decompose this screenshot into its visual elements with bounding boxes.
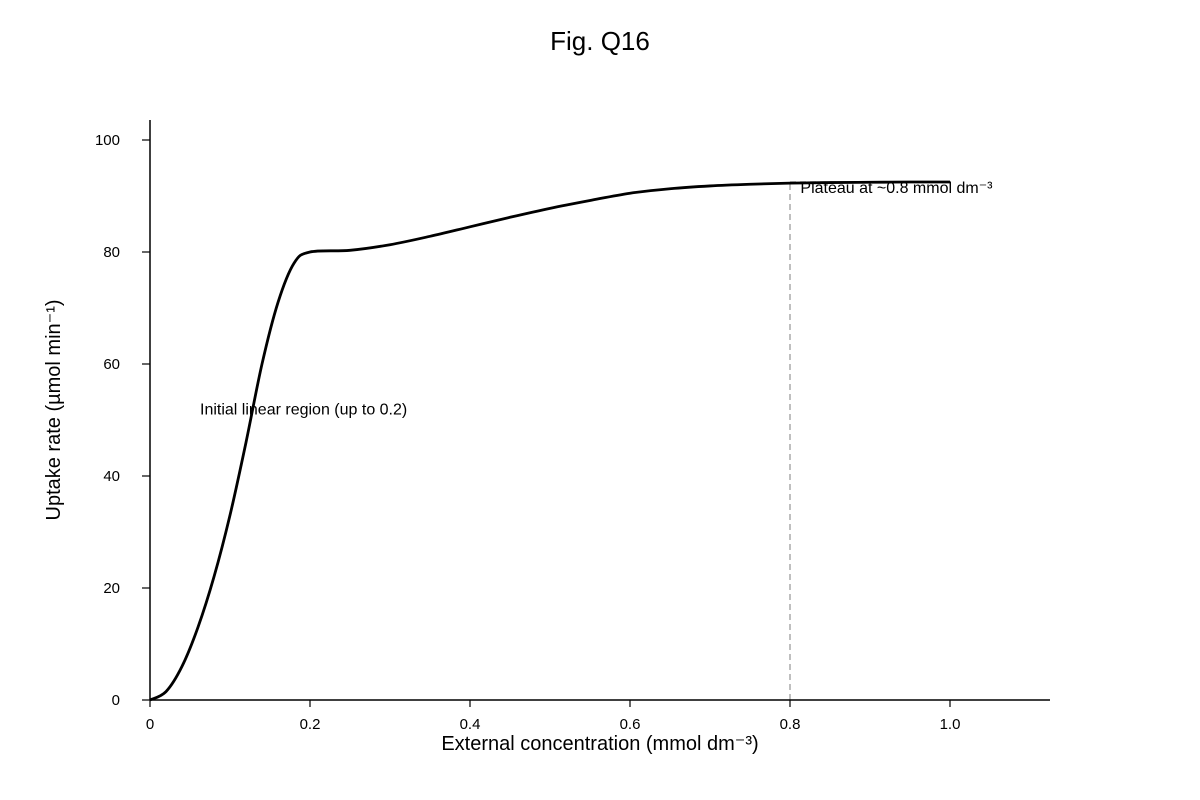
y-tick-label: 40 bbox=[103, 468, 120, 485]
annotation-text: Plateau at ~0.8 mmol dm⁻³ bbox=[800, 180, 993, 197]
y-ticks: 0 20 40 60 80 100 bbox=[95, 132, 150, 709]
series-line bbox=[149, 180, 951, 702]
x-tick-label: 1.0 bbox=[940, 716, 961, 733]
x-ticks: 0 0.2 0.4 0.6 0.8 1.0 bbox=[146, 700, 961, 733]
y-tick-label: 20 bbox=[103, 580, 120, 597]
series-layer bbox=[149, 180, 951, 702]
y-tick-label: 60 bbox=[103, 356, 120, 373]
axes bbox=[149, 120, 1050, 701]
y-tick-label: 0 bbox=[112, 692, 120, 709]
x-tick-label: 0.6 bbox=[620, 716, 641, 733]
chart-title: Fig. Q16 bbox=[550, 26, 650, 56]
y-axis-label: Uptake rate (µmol min⁻¹) bbox=[43, 299, 65, 520]
x-tick-label: 0.2 bbox=[300, 716, 321, 733]
annotation-text: Initial linear region (up to 0.2) bbox=[200, 401, 407, 418]
y-tick-label: 100 bbox=[95, 132, 120, 149]
reference-lines bbox=[789, 181, 950, 700]
x-tick-label: 0.4 bbox=[460, 716, 481, 733]
x-axis-label: External concentration (mmol dm⁻³) bbox=[441, 733, 758, 755]
annotations: Initial linear region (up to 0.2) Plateau… bbox=[200, 180, 993, 418]
x-tick-label: 0 bbox=[146, 716, 154, 733]
x-tick-label: 0.8 bbox=[780, 716, 801, 733]
y-tick-label: 80 bbox=[103, 244, 120, 261]
